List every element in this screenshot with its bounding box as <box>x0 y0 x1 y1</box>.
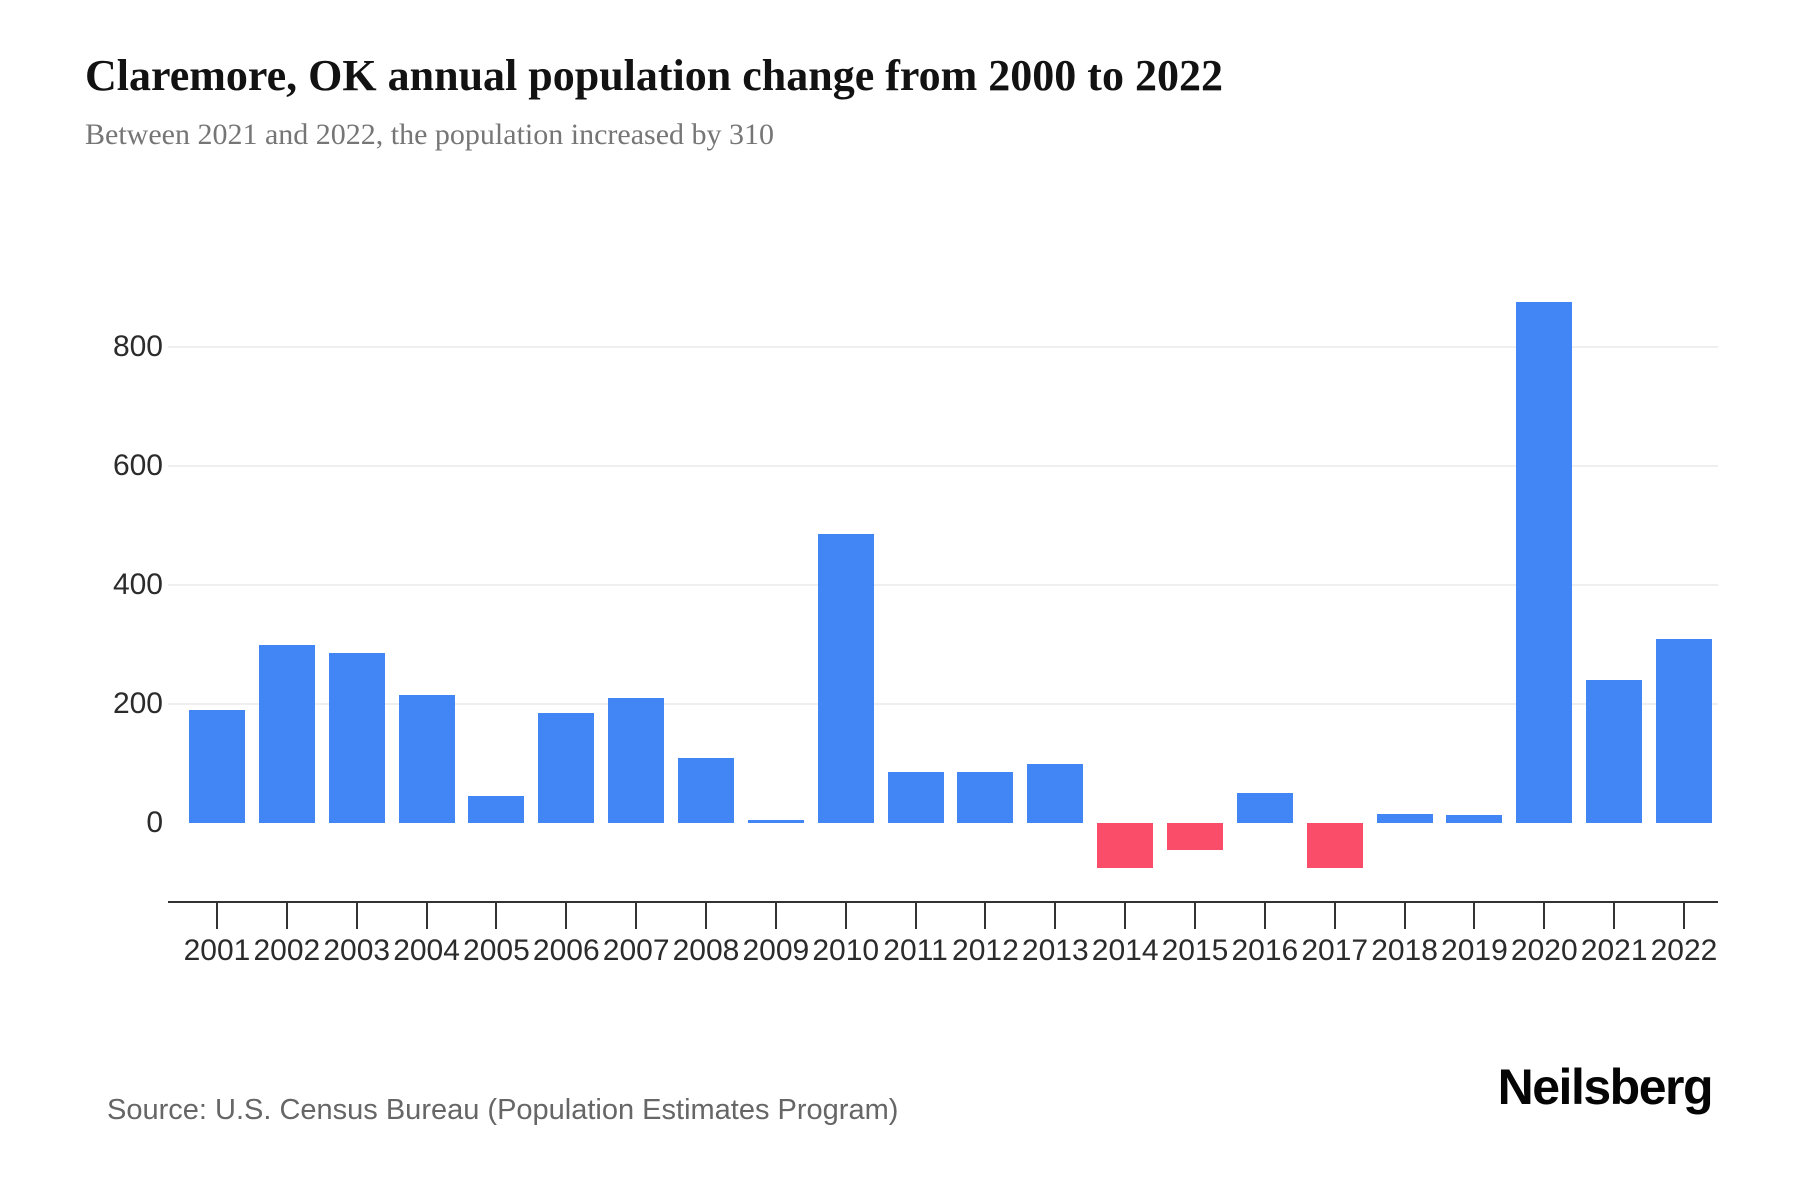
x-axis-tick <box>1263 901 1266 929</box>
bar-2018[interactable] <box>1376 814 1433 823</box>
y-axis-label: 200 <box>112 687 163 720</box>
x-axis-label: 2013 <box>1021 934 1089 967</box>
x-axis-tick <box>1403 901 1406 929</box>
y-axis-label: 600 <box>112 449 163 482</box>
x-axis-label: 2003 <box>323 934 391 967</box>
bar-2020[interactable] <box>1516 302 1573 823</box>
x-axis-label: 2009 <box>742 934 810 967</box>
x-axis-tick <box>495 901 498 929</box>
bar-2006[interactable] <box>538 712 595 823</box>
gridline-200 <box>168 703 1718 705</box>
bar-2019[interactable] <box>1446 815 1503 823</box>
x-axis-tick <box>1683 901 1685 929</box>
gridline-600 <box>168 465 1718 467</box>
chart-title: Claremore, OK annual population change f… <box>85 51 1223 100</box>
x-axis-label: 2005 <box>463 934 530 967</box>
x-axis-label: 2016 <box>1231 934 1299 967</box>
bar-2002[interactable] <box>258 644 315 823</box>
y-axis-label: 400 <box>112 568 163 601</box>
bar-2017[interactable] <box>1306 823 1363 868</box>
x-axis-tick <box>984 901 987 929</box>
x-axis-label: 2018 <box>1371 934 1438 967</box>
x-axis-label: 2007 <box>602 934 670 967</box>
x-axis-tick <box>774 901 777 929</box>
x-axis-label: 2011 <box>883 934 948 967</box>
x-axis-label: 2002 <box>253 934 321 967</box>
brand-logo: Neilsberg <box>1497 1059 1714 1115</box>
bar-2001[interactable] <box>189 709 245 823</box>
y-axis-label: 0 <box>146 806 163 839</box>
bar-2005[interactable] <box>468 796 525 823</box>
y-axis-label: 800 <box>112 330 163 363</box>
bar-2013[interactable] <box>1027 763 1084 823</box>
bar-2022[interactable] <box>1656 638 1712 823</box>
x-axis-tick <box>1124 901 1127 929</box>
x-axis-tick <box>285 901 288 929</box>
source-note: Source: U.S. Census Bureau (Population E… <box>107 1094 899 1126</box>
x-axis-tick <box>1333 901 1336 929</box>
x-axis-label: 2019 <box>1441 934 1508 967</box>
x-axis-tick <box>216 901 218 929</box>
x-axis-tick <box>1473 901 1476 929</box>
x-axis-label: 2022 <box>1650 934 1718 967</box>
x-axis-tick <box>1054 901 1057 929</box>
x-axis-tick <box>1613 901 1616 929</box>
x-axis-label: 2020 <box>1510 934 1578 967</box>
bar-2015[interactable] <box>1167 823 1223 850</box>
x-axis-tick <box>844 901 847 929</box>
bar-2003[interactable] <box>328 653 385 823</box>
x-axis-label: 2017 <box>1301 934 1369 967</box>
gridline-800 <box>168 346 1718 348</box>
x-axis-tick <box>355 901 358 929</box>
bar-2011[interactable] <box>887 772 944 823</box>
x-axis-label: 2006 <box>532 934 600 967</box>
x-axis-label: 2014 <box>1091 934 1159 967</box>
bar-2010[interactable] <box>817 534 874 823</box>
bar-2012[interactable] <box>957 772 1014 823</box>
x-axis-label: 2012 <box>952 934 1019 967</box>
bar-2016[interactable] <box>1236 793 1293 823</box>
x-axis-tick <box>705 901 707 929</box>
bar-2009[interactable] <box>747 820 804 823</box>
bar-2014[interactable] <box>1097 823 1154 868</box>
gridline-400 <box>168 584 1718 586</box>
chart-subtitle: Between 2021 and 2022, the population in… <box>85 118 775 151</box>
x-axis-tick <box>914 901 917 929</box>
bar-2007[interactable] <box>608 698 665 823</box>
bar-2004[interactable] <box>398 695 455 823</box>
x-axis-tick <box>1194 901 1196 929</box>
x-axis-label: 2015 <box>1161 934 1229 967</box>
x-axis-tick <box>425 901 428 929</box>
bar-2021[interactable] <box>1586 680 1643 823</box>
bar-2008[interactable] <box>678 757 734 823</box>
x-axis-label: 2008 <box>672 934 740 967</box>
x-axis-label: 2010 <box>812 934 880 967</box>
x-axis-tick <box>565 901 568 929</box>
x-axis-tick <box>635 901 638 929</box>
x-axis-line <box>168 901 1718 903</box>
x-axis-tick <box>1543 901 1546 929</box>
x-axis-label: 2021 <box>1580 934 1648 967</box>
x-axis-label: 2004 <box>393 934 460 967</box>
x-axis-label: 2001 <box>183 934 251 967</box>
